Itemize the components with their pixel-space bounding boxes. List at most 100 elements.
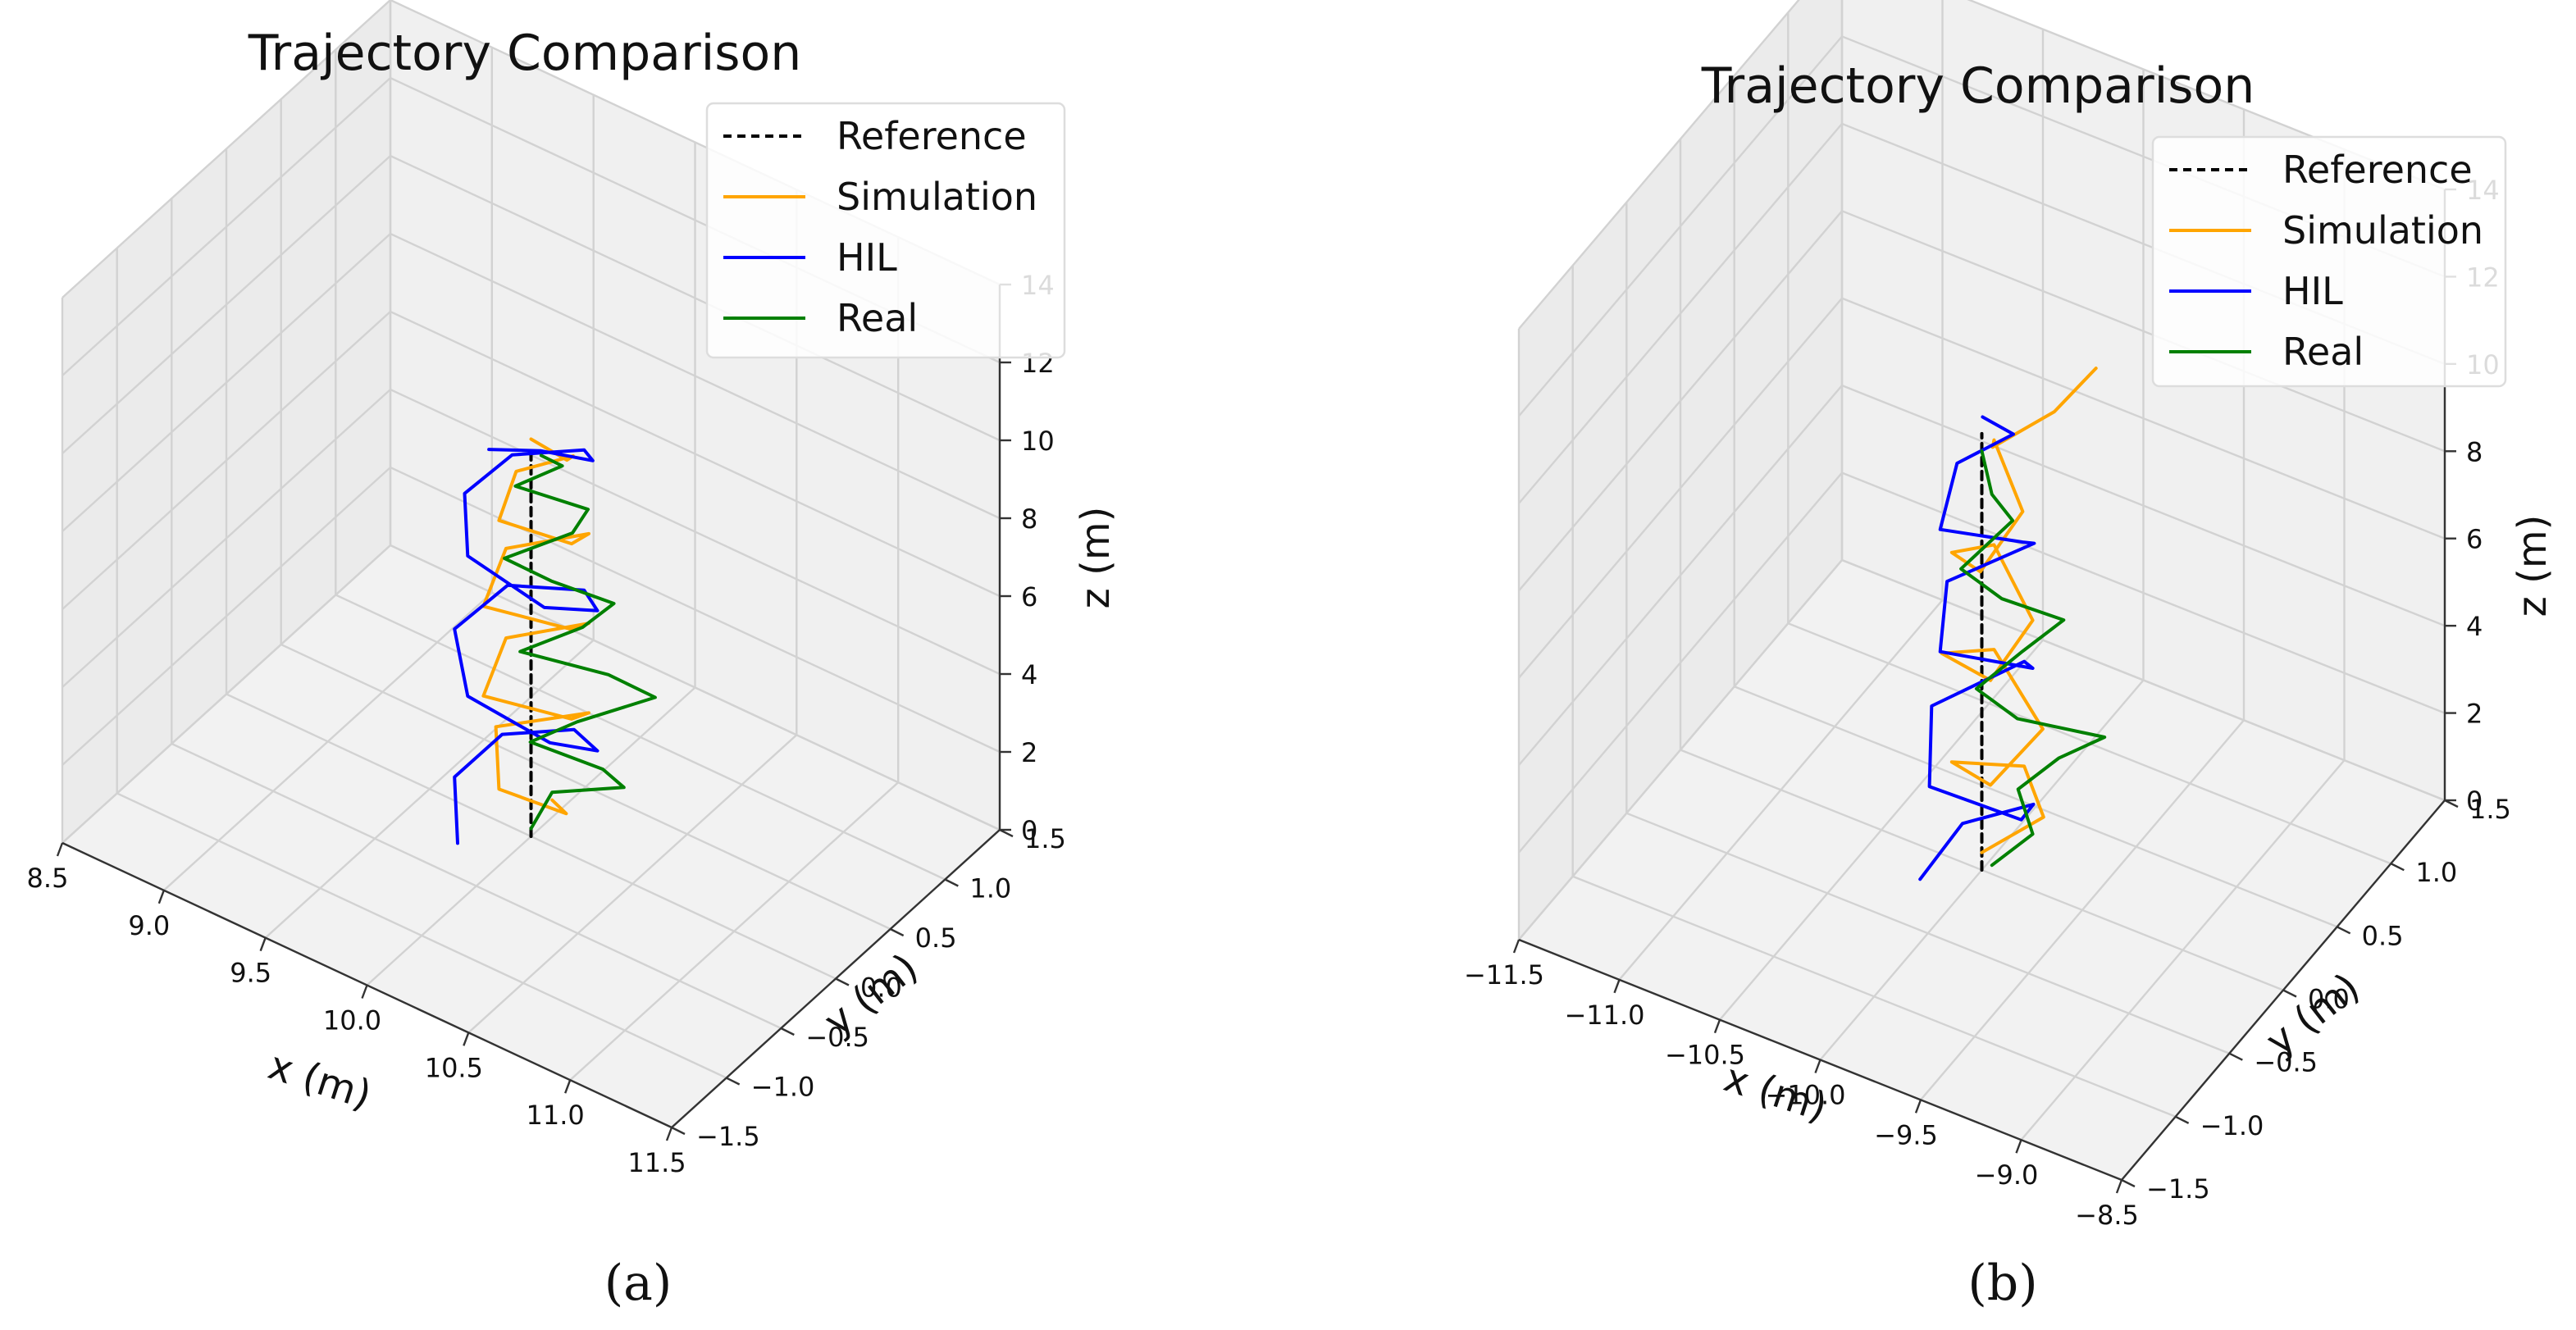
- grid-line-z: [1518, 297, 2446, 679]
- x-tick-label: 11.5: [627, 1147, 686, 1178]
- y-tick-mark: [780, 1027, 795, 1036]
- y-tick-mark: [2175, 1115, 2190, 1124]
- z-tick-label: 0: [2466, 786, 2483, 817]
- legend-label-simulation: Simulation: [2282, 208, 2483, 253]
- x-tick-mark: [1613, 979, 1621, 994]
- z-axis-title: z (m): [1073, 507, 1119, 609]
- z-tick-label: 8: [2466, 436, 2483, 467]
- x-tick-mark: [1512, 939, 1521, 954]
- legend-label-real: Real: [2282, 330, 2364, 374]
- grid-line-z: [1518, 0, 2446, 330]
- legend-label-reference: Reference: [2282, 148, 2473, 192]
- legend-label-real: Real: [837, 296, 918, 340]
- panel-a: 8.5 9.0 9.5 10.0 10.5 11.0 11.5 −1.5 −1.0 −0.5 0.0…: [27, 0, 1119, 1312]
- z-tick-label: 6: [2466, 524, 2483, 555]
- y-tick-label: −1.5: [696, 1121, 760, 1152]
- x-tick-label: −10.5: [1665, 1040, 1745, 1071]
- z-tick-label: 6: [1021, 581, 1037, 613]
- y-tick-mark: [2282, 989, 2297, 998]
- legend-label-hil: HIL: [2282, 269, 2343, 313]
- x-tick-label: 9.5: [230, 958, 271, 989]
- legend: Reference Simulation HIL Real: [705, 102, 1066, 359]
- x-tick-label: −11.0: [1564, 1000, 1644, 1031]
- x-tick-label: −9.5: [1874, 1119, 1938, 1150]
- legend: Reference Simulation HIL Real: [2151, 135, 2507, 388]
- grid-line-z: [1518, 558, 2446, 941]
- y-tick-mark: [835, 977, 850, 986]
- x-tick-mark: [361, 985, 368, 999]
- grid-line-z: [62, 310, 1001, 610]
- y-tick-label: 1.0: [2415, 857, 2457, 888]
- x-tick-mark: [1814, 1059, 1821, 1073]
- x-tick-label: 10.5: [425, 1052, 483, 1083]
- y-tick-mark: [2228, 1052, 2243, 1061]
- x-tick-mark: [463, 1032, 470, 1046]
- panel-caption: (b): [1967, 1255, 2037, 1312]
- grid-line-z: [62, 466, 1001, 766]
- legend-box: [705, 102, 1066, 359]
- series-line-real: [503, 453, 657, 831]
- grid-line-z: [62, 388, 1001, 688]
- y-tick-label: −1.0: [751, 1072, 815, 1103]
- y-tick-label: 1.0: [969, 873, 1011, 904]
- legend-box: [2151, 135, 2507, 388]
- x-tick-mark: [56, 842, 64, 857]
- y-tick-label: 0.0: [2308, 984, 2350, 1015]
- panel-title: Trajectory Comparison: [248, 25, 802, 82]
- y-tick-label: 1.5: [2469, 794, 2511, 825]
- x-tick-mark: [1914, 1099, 1922, 1114]
- y-tick-mark: [726, 1077, 741, 1086]
- y-tick-label: 0.0: [860, 972, 902, 1004]
- z-tick-label: 4: [2466, 611, 2483, 642]
- x-tick-label: −10.0: [1765, 1080, 1845, 1111]
- grid-line-z: [1518, 471, 2446, 854]
- x-tick-label: −9.0: [1975, 1159, 2039, 1191]
- y-tick-mark: [2121, 1178, 2136, 1188]
- x-tick-mark: [157, 890, 165, 904]
- y-tick-mark: [671, 1126, 686, 1136]
- x-tick-mark: [2115, 1179, 2123, 1194]
- y-tick-label: −0.5: [2254, 1047, 2318, 1078]
- x-tick-label: 10.0: [323, 1005, 381, 1036]
- y-tick-mark: [890, 927, 905, 937]
- z-tick-label: 2: [1021, 737, 1037, 768]
- y-tick-label: −0.5: [805, 1022, 869, 1053]
- y-tick-mark: [944, 878, 959, 887]
- x-tick-mark: [259, 937, 267, 952]
- x-tick-label: −11.5: [1464, 959, 1544, 991]
- x-axis-title: x (m): [1718, 1054, 1832, 1131]
- y-tick-mark: [2337, 926, 2351, 935]
- y-tick-label: 0.5: [2362, 920, 2404, 951]
- panel-caption: (a): [604, 1255, 672, 1312]
- series-line-real: [1959, 449, 2107, 868]
- series-line-simulation: [481, 437, 590, 816]
- z-tick-label: 10: [1021, 426, 1055, 457]
- z-tick-label: 0: [1021, 815, 1037, 846]
- x-tick-label: 8.5: [27, 863, 69, 894]
- legend-label-reference: Reference: [837, 114, 1027, 158]
- legend-label-hil: HIL: [837, 235, 897, 280]
- z-tick-label: 2: [2466, 699, 2483, 730]
- x-tick-mark: [564, 1079, 572, 1094]
- grid-line-z: [1518, 384, 2446, 766]
- y-tick-label: 1.5: [1024, 823, 1066, 854]
- panel-title: Trajectory Comparison: [1701, 57, 2255, 115]
- x-tick-label: 9.0: [128, 910, 170, 941]
- x-tick-mark: [2015, 1139, 2022, 1154]
- y-tick-label: −1.5: [2146, 1173, 2210, 1205]
- y-tick-mark: [999, 828, 1014, 838]
- x-tick-mark: [1713, 1019, 1721, 1034]
- y-tick-mark: [2390, 863, 2405, 872]
- z-tick-label: 4: [1021, 659, 1037, 690]
- x-axis-title: x (m): [262, 1042, 376, 1118]
- grid-line-z: [62, 544, 1001, 844]
- series-line-hil: [453, 448, 600, 845]
- series-line-simulation: [1940, 367, 2098, 854]
- legend-label-simulation: Simulation: [837, 175, 1037, 219]
- x-tick-label: 11.0: [527, 1100, 585, 1131]
- grid-line-z: [62, 232, 1001, 532]
- y-tick-label: −1.0: [2200, 1110, 2264, 1141]
- x-tick-mark: [665, 1127, 673, 1141]
- z-tick-label: 8: [1021, 503, 1037, 535]
- y-tick-label: 0.5: [915, 922, 957, 954]
